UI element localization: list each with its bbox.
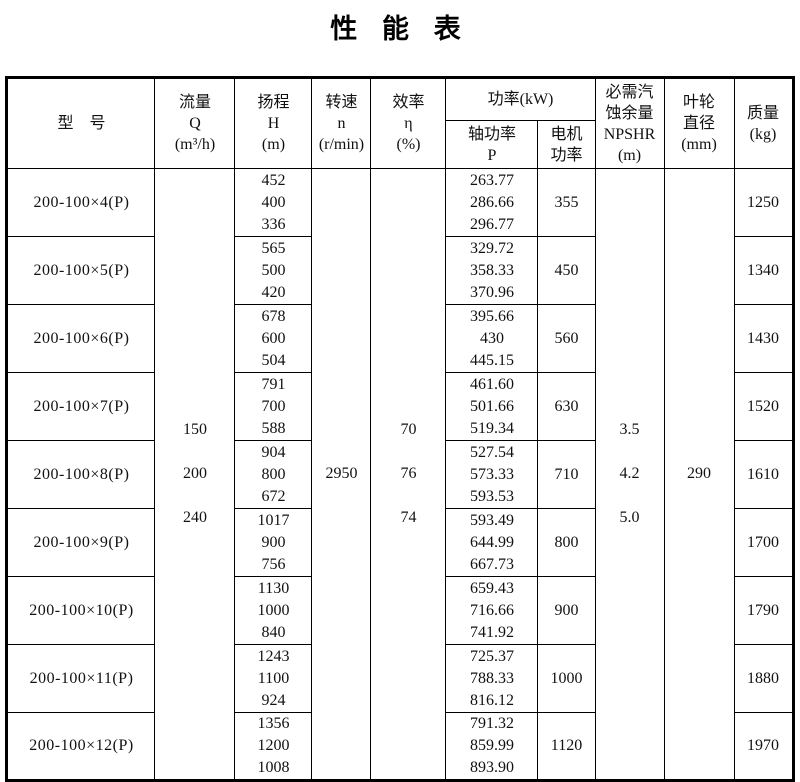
head-values-cell: 1356 1200 1008 xyxy=(234,712,313,781)
table-row: 200-100×7(P) 791 700 588 461.60 501.66 5… xyxy=(6,372,794,441)
model-cell: 200-100×8(P) xyxy=(6,440,156,509)
header-power-group: 功率(kW) xyxy=(445,77,596,121)
motor-power-cell: 900 xyxy=(537,576,596,645)
mass-cell: 1880 xyxy=(733,644,794,713)
model-cell: 200-100×9(P) xyxy=(6,508,156,577)
table-header: 型 号 流量 Q (m³/h) 扬程 H (m) 转速 n (r/min) 效率… xyxy=(6,77,794,169)
model-cell: 200-100×7(P) xyxy=(6,372,156,441)
shaft-power-cell: 263.77 286.66 296.77 xyxy=(445,168,539,237)
table-body: 200-100×4(P) 150 200 240 452 400 336 295… xyxy=(6,168,794,781)
header-speed: 转速 n (r/min) xyxy=(311,77,372,169)
table-row: 200-100×6(P) 678 600 504 395.66 430 445.… xyxy=(6,304,794,373)
head-values-cell: 565 500 420 xyxy=(234,236,313,305)
header-npshr: 必需汽 蚀余量 NPSHR (m) xyxy=(594,77,665,169)
motor-power-cell: 1000 xyxy=(537,644,596,713)
header-model: 型 号 xyxy=(6,77,156,169)
head-values-cell: 1243 1100 924 xyxy=(234,644,313,713)
motor-power-cell: 560 xyxy=(537,304,596,373)
efficiency-merged-cell: 70 76 74 xyxy=(370,168,447,781)
model-cell: 200-100×4(P) xyxy=(6,168,156,237)
header-flow: 流量 Q (m³/h) xyxy=(154,77,236,169)
shaft-power-cell: 395.66 430 445.15 xyxy=(445,304,539,373)
npshr-merged-cell: 3.5 4.2 5.0 xyxy=(594,168,665,781)
motor-power-cell: 1120 xyxy=(537,712,596,781)
head-values-cell: 1017 900 756 xyxy=(234,508,313,577)
shaft-power-cell: 461.60 501.66 519.34 xyxy=(445,372,539,441)
table-row: 200-100×4(P) 150 200 240 452 400 336 295… xyxy=(6,168,794,781)
header-row-2: 轴功率 P 电机 功率 xyxy=(7,120,793,169)
header-efficiency: 效率 η (%) xyxy=(370,77,447,169)
model-cell: 200-100×10(P) xyxy=(6,576,156,645)
header-row-1: 型 号 流量 Q (m³/h) 扬程 H (m) 转速 n (r/min) 效率… xyxy=(6,77,794,169)
model-cell: 200-100×12(P) xyxy=(6,712,156,781)
header-motor-power: 电机 功率 xyxy=(537,120,596,169)
header-shaft-power: 轴功率 P xyxy=(445,120,539,169)
head-values-cell: 1130 1000 840 xyxy=(234,576,313,645)
head-values-cell: 904 800 672 xyxy=(234,440,313,509)
shaft-power-cell: 593.49 644.99 667.73 xyxy=(445,508,539,577)
shaft-power-cell: 659.43 716.66 741.92 xyxy=(445,576,539,645)
table-row: 200-100×10(P) 1130 1000 840 659.43 716.6… xyxy=(6,576,794,645)
impeller-merged-cell: 290 xyxy=(663,168,735,781)
performance-table: 型 号 流量 Q (m³/h) 扬程 H (m) 转速 n (r/min) 效率… xyxy=(5,76,795,782)
model-cell: 200-100×5(P) xyxy=(6,236,156,305)
page-title: 性 能 表 xyxy=(330,14,470,44)
table-row: 200-100×5(P) 565 500 420 329.72 358.33 3… xyxy=(6,236,794,305)
mass-cell: 1970 xyxy=(733,712,794,781)
mass-cell: 1610 xyxy=(733,440,794,509)
mass-cell: 1430 xyxy=(733,304,794,373)
mass-cell: 1520 xyxy=(733,372,794,441)
header-mass: 质量 (kg) xyxy=(733,77,794,169)
motor-power-cell: 800 xyxy=(537,508,596,577)
flow-merged-cell: 150 200 240 xyxy=(154,168,236,781)
model-cell: 200-100×6(P) xyxy=(6,304,156,373)
header-head: 扬程 H (m) xyxy=(234,77,313,169)
mass-cell: 1700 xyxy=(733,508,794,577)
head-values-cell: 678 600 504 xyxy=(234,304,313,373)
head-values-cell: 452 400 336 xyxy=(234,168,313,237)
head-values-cell: 791 700 588 xyxy=(234,372,313,441)
speed-merged-cell: 2950 xyxy=(311,168,372,781)
table-row: 200-100×8(P) 904 800 672 527.54 573.33 5… xyxy=(6,440,794,509)
mass-cell: 1250 xyxy=(733,168,794,237)
motor-power-cell: 355 xyxy=(537,168,596,237)
motor-power-cell: 630 xyxy=(537,372,596,441)
motor-power-cell: 450 xyxy=(537,236,596,305)
model-cell: 200-100×11(P) xyxy=(6,644,156,713)
shaft-power-cell: 329.72 358.33 370.96 xyxy=(445,236,539,305)
motor-power-cell: 710 xyxy=(537,440,596,509)
mass-cell: 1790 xyxy=(733,576,794,645)
table-row: 200-100×11(P) 1243 1100 924 725.37 788.3… xyxy=(6,644,794,713)
table-row: 200-100×12(P) 1356 1200 1008 791.32 859.… xyxy=(6,712,794,781)
shaft-power-cell: 791.32 859.99 893.90 xyxy=(445,712,539,781)
mass-cell: 1340 xyxy=(733,236,794,305)
shaft-power-cell: 725.37 788.33 816.12 xyxy=(445,644,539,713)
header-impeller-diameter: 叶轮 直径 (mm) xyxy=(663,77,735,169)
shaft-power-cell: 527.54 573.33 593.53 xyxy=(445,440,539,509)
